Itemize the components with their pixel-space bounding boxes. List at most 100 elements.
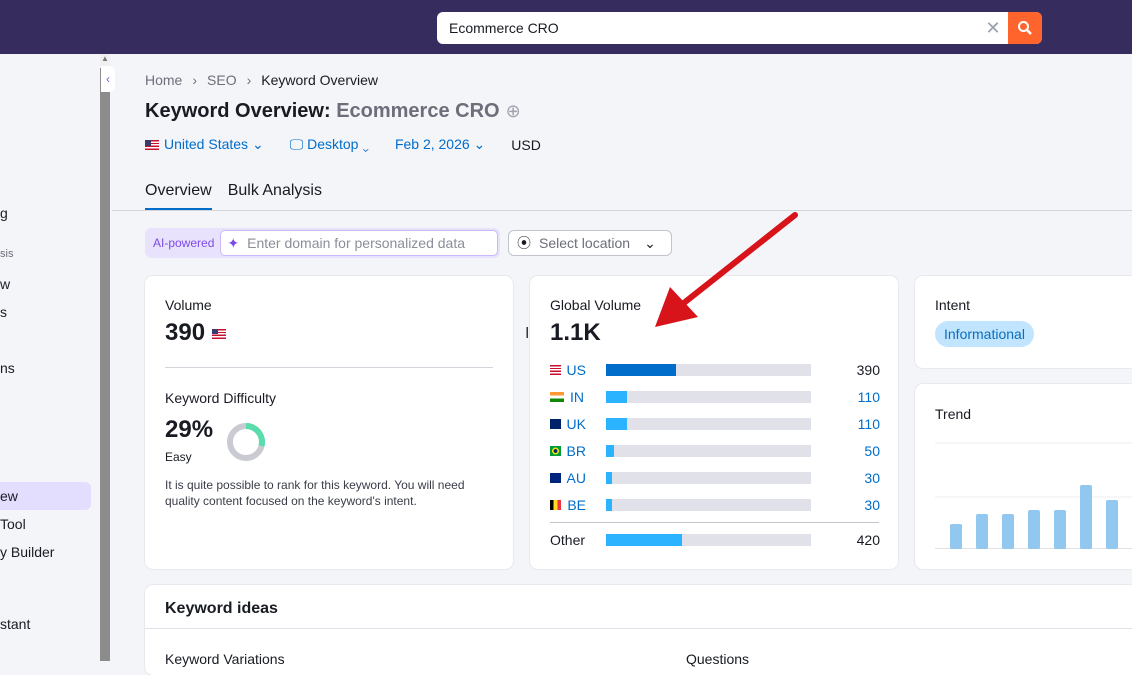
country-volume[interactable]: 30 (864, 497, 880, 513)
keyword-ideas-title: Keyword ideas (165, 600, 278, 617)
keyword-variations-label[interactable]: Keyword Variations (165, 651, 285, 667)
country-link[interactable]: BE (550, 497, 586, 513)
volume-label: Volume (165, 297, 212, 313)
top-bar: ✕ (0, 0, 1132, 54)
sidebar-item[interactable]: w (0, 276, 11, 292)
country-row-in: IN 110 (550, 389, 880, 405)
sidebar-item[interactable]: Tool (0, 516, 26, 532)
clear-icon[interactable]: ✕ (985, 17, 1001, 38)
country-link[interactable]: IN (550, 389, 586, 405)
volume-bar (606, 534, 811, 546)
trend-bar[interactable] (1054, 510, 1066, 549)
trend-chart (935, 442, 1132, 549)
tab-bulk-analysis[interactable]: Bulk Analysis (227, 182, 322, 199)
currency-label: USD (511, 136, 541, 153)
country-link[interactable]: BR (550, 443, 586, 459)
difficulty-level: Easy (165, 450, 192, 464)
country-volume[interactable]: 110 (857, 416, 880, 432)
country-volume[interactable]: 30 (864, 470, 880, 486)
trend-bar[interactable] (1002, 514, 1014, 549)
trend-bar[interactable] (950, 524, 962, 549)
country-select[interactable]: United States ⌄ (145, 136, 264, 153)
sidebar-item-active[interactable]: ew (0, 482, 91, 510)
date-select[interactable]: Feb 2, 2026 ⌄ (394, 136, 486, 152)
intent-card: Intent Informational (915, 276, 1132, 368)
volume-bar (606, 472, 811, 484)
breadcrumb: Home › SEO › Keyword Overview (145, 72, 378, 88)
scrollbar[interactable] (100, 54, 110, 661)
chevron-down-icon: ⌄ (644, 234, 656, 251)
ai-powered-label: AI-powered (153, 236, 215, 250)
country-volume[interactable]: 110 (857, 389, 880, 405)
intent-label: Intent (935, 297, 971, 313)
breadcrumb-home[interactable]: Home (145, 72, 183, 88)
us-flag-icon (211, 328, 226, 339)
keyword-ideas-card: Keyword ideas Keyword Variations Questio… (145, 585, 1132, 675)
sidebar-section-label: sis (0, 248, 14, 260)
location-select[interactable]: ⦿ Select location ⌄ (508, 230, 672, 256)
sparkle-icon: ✦ (227, 234, 240, 251)
tabs: Overview Bulk Analysis (145, 182, 322, 211)
global-volume-label: Global Volume (550, 297, 642, 313)
sidebar: g sis w s ns ew Tool y Builder stant (0, 54, 99, 661)
page-title: Keyword Overview: Ecommerce CRO ⊕ (145, 100, 521, 123)
volume-bar-fill (606, 391, 627, 403)
sidebar-item[interactable]: y Builder (0, 544, 55, 560)
global-volume-value: 1.1K (550, 319, 601, 346)
br-flag-icon (550, 446, 561, 456)
uk-flag-icon (550, 419, 561, 429)
collapse-sidebar-button[interactable]: ‹ (101, 66, 115, 92)
difficulty-donut (227, 423, 265, 461)
difficulty-value: 29% (165, 416, 214, 443)
domain-input[interactable]: ✦ Enter domain for personalized data (220, 230, 498, 256)
device-select[interactable]: 🖵 Desktop ⌄ (289, 136, 369, 152)
annotation-arrow (655, 212, 798, 327)
volume-card: Volume 390 Keyword Difficulty 29% Easy I… (145, 276, 513, 569)
country-row-uk: UK 110 (550, 416, 880, 432)
desktop-icon: 🖵 (289, 136, 304, 152)
sidebar-item[interactable]: stant (0, 616, 31, 632)
other-value: 420 (856, 532, 880, 548)
country-row-br: BR 50 (550, 443, 880, 459)
sidebar-item[interactable]: g (0, 205, 8, 221)
us-flag-icon (550, 365, 561, 375)
intent-badge: Informational (935, 321, 1034, 347)
country-link[interactable]: AU (550, 470, 586, 486)
country-row-au: AU 30 (550, 470, 880, 486)
sidebar-item[interactable]: ns (0, 360, 15, 376)
scroll-up-icon[interactable]: ▲ (100, 54, 110, 68)
ai-domain-box: AI-powered ✦ Enter domain for personalize… (145, 228, 500, 258)
volume-bar-fill (606, 418, 627, 430)
divider (112, 210, 1132, 211)
trend-label: Trend (935, 406, 972, 422)
breadcrumb-seo[interactable]: SEO (207, 72, 237, 88)
search-button[interactable] (1008, 12, 1042, 44)
trend-bar[interactable] (976, 514, 988, 549)
country-volume[interactable]: 50 (864, 443, 880, 459)
volume-bar-fill (606, 472, 613, 484)
questions-label[interactable]: Questions (686, 651, 750, 667)
main-content: Home › SEO › Keyword Overview Keyword Over… (112, 54, 1132, 675)
chevron-right-icon: › (192, 72, 198, 88)
other-label: Other (550, 532, 586, 548)
divider (165, 367, 493, 368)
country-row-be: BE 30 (550, 497, 880, 513)
search-input[interactable] (449, 20, 978, 36)
trend-bar[interactable] (1106, 500, 1118, 549)
trend-bar[interactable] (1080, 485, 1092, 549)
trend-card: Trend (915, 384, 1132, 569)
tab-overview[interactable]: Overview (145, 182, 212, 211)
country-link[interactable]: UK (550, 416, 586, 432)
sidebar-item[interactable]: s (0, 304, 7, 320)
chevron-right-icon: › (246, 72, 252, 88)
country-link[interactable]: US (550, 362, 586, 378)
add-circle-icon[interactable]: ⊕ (505, 101, 521, 121)
volume-bar-fill (606, 445, 615, 457)
country-row-other: Other 420 (550, 532, 880, 548)
divider (145, 628, 1132, 629)
trend-bar[interactable] (1028, 510, 1040, 549)
volume-bar (606, 445, 811, 457)
svg-text:I: I (525, 325, 529, 342)
volume-bar-fill (606, 364, 676, 376)
au-flag-icon (550, 473, 561, 483)
